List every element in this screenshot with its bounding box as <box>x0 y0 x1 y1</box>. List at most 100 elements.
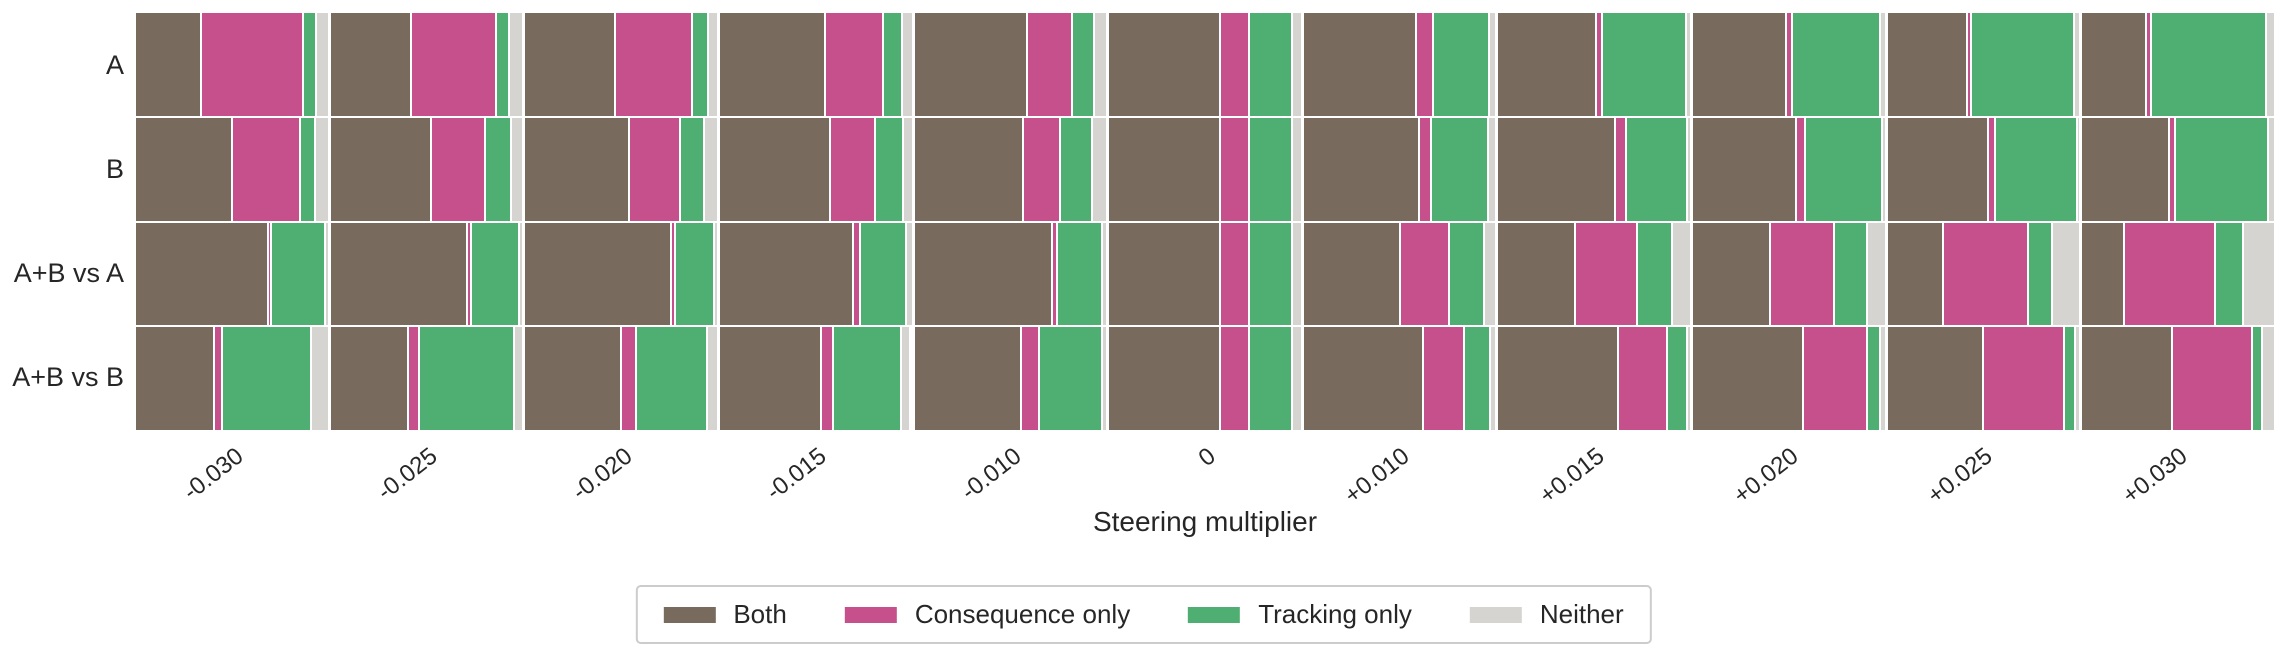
bar-segment <box>2147 13 2151 116</box>
bar-segment <box>1887 13 1966 116</box>
bar-segment <box>1498 13 1596 116</box>
bar-segment <box>825 13 882 116</box>
stacked-bar <box>719 222 912 326</box>
bar-segment <box>1292 327 1301 430</box>
bar-segment <box>883 13 901 116</box>
bar-segment <box>1688 117 1691 221</box>
bar-segment <box>906 222 912 326</box>
bar-segment <box>681 117 704 221</box>
x-tick-label: 0 <box>1193 442 1221 472</box>
bar-segment <box>1464 327 1490 430</box>
stacked-bar <box>525 13 717 116</box>
bar-segment <box>1887 327 1983 430</box>
bar-segment <box>1094 13 1107 116</box>
bar-segment <box>1109 222 1220 326</box>
legend-swatch <box>1469 606 1522 623</box>
bar-segment <box>1626 117 1687 221</box>
bar-segment <box>1668 327 1687 430</box>
x-axis-tick-labels: -0.030 -0.025 -0.020 -0.015 -0.010 0 +0.010 +0.… <box>136 436 2274 514</box>
stacked-bar <box>914 117 1107 221</box>
bar-segment <box>2253 327 2262 430</box>
stacked-bar <box>1303 117 1496 221</box>
bar-segment <box>675 222 714 326</box>
bar-segment <box>1109 327 1220 430</box>
bar-segment <box>719 327 820 430</box>
bar-segment <box>1102 327 1107 430</box>
bar-segment <box>914 327 1020 430</box>
bar-segment <box>1109 13 1220 116</box>
bar-segment <box>1603 13 1686 116</box>
bar-segment <box>519 222 523 326</box>
bar-segment <box>1416 13 1433 116</box>
bar-segment <box>317 13 328 116</box>
bar-segment <box>1221 327 1248 430</box>
bar-segment <box>914 13 1026 116</box>
bar-segment <box>2266 13 2275 116</box>
x-axis-title: Steering multiplier <box>1092 506 1318 537</box>
bar-segment <box>1693 13 1785 116</box>
bar-segment <box>1835 222 1867 326</box>
bar-segment <box>1450 222 1483 326</box>
bar-segment <box>1420 117 1431 221</box>
bar-segment <box>1221 13 1248 116</box>
bar-segment <box>525 222 671 326</box>
legend-swatch <box>663 606 716 623</box>
bar-segment <box>330 117 431 221</box>
bar-segment <box>1619 327 1667 430</box>
bar-segment <box>2244 222 2275 326</box>
bar-segment <box>1102 222 1107 326</box>
row-label: A+B vs A <box>13 258 124 289</box>
stacked-bar <box>330 327 523 430</box>
bar-segment <box>914 222 1051 326</box>
column-group <box>1693 13 1885 430</box>
bar-segment <box>1027 13 1072 116</box>
bar-segment <box>1303 222 1399 326</box>
bar-segment <box>1792 13 1880 116</box>
bar-segment <box>1249 117 1291 221</box>
bar-segment <box>1887 222 1943 326</box>
bar-segment <box>902 13 912 116</box>
bar-segment <box>1616 117 1625 221</box>
bar-segment <box>904 117 912 221</box>
bar-segment <box>1806 117 1881 221</box>
bar-segment <box>1868 222 1885 326</box>
legend-swatch <box>1188 606 1241 623</box>
bar-segment <box>525 327 620 430</box>
x-tick-label: -0.020 <box>567 442 638 506</box>
bar-segment <box>312 327 328 430</box>
bar-segment <box>2169 117 2174 221</box>
stacked-bar <box>525 117 717 221</box>
stacked-bar <box>1887 117 2080 221</box>
bar-segment <box>1693 327 1803 430</box>
bar-segment <box>2074 13 2080 116</box>
bar-segment <box>2064 327 2075 430</box>
chart-legend: Both Consequence only Tracking only Neither <box>635 585 1652 644</box>
stacked-bar <box>914 327 1107 430</box>
column-group <box>2082 13 2275 430</box>
bar-segment <box>2076 327 2080 430</box>
bar-segment <box>1972 13 2073 116</box>
stacked-bar <box>1109 117 1301 221</box>
bar-segment <box>136 222 267 326</box>
bar-segment <box>693 13 707 116</box>
bar-segment <box>1693 222 1770 326</box>
bar-segment <box>1498 222 1574 326</box>
bar-segment <box>272 222 324 326</box>
stacked-bar <box>719 117 912 221</box>
bar-segment <box>1490 13 1496 116</box>
bar-segment <box>1804 327 1866 430</box>
stacked-bar <box>136 13 328 116</box>
legend-item: Both <box>663 599 787 630</box>
bar-segment <box>1881 13 1885 116</box>
bar-segment <box>1687 13 1691 116</box>
column-group <box>719 13 912 430</box>
bar-segment <box>2125 222 2215 326</box>
bar-segment <box>268 222 271 326</box>
stacked-bar <box>719 327 912 430</box>
bar-segment <box>2152 13 2265 116</box>
bar-segment <box>1221 222 1248 326</box>
bar-segment <box>821 327 833 430</box>
stacked-bar <box>136 222 328 326</box>
bar-segment <box>1052 222 1056 326</box>
